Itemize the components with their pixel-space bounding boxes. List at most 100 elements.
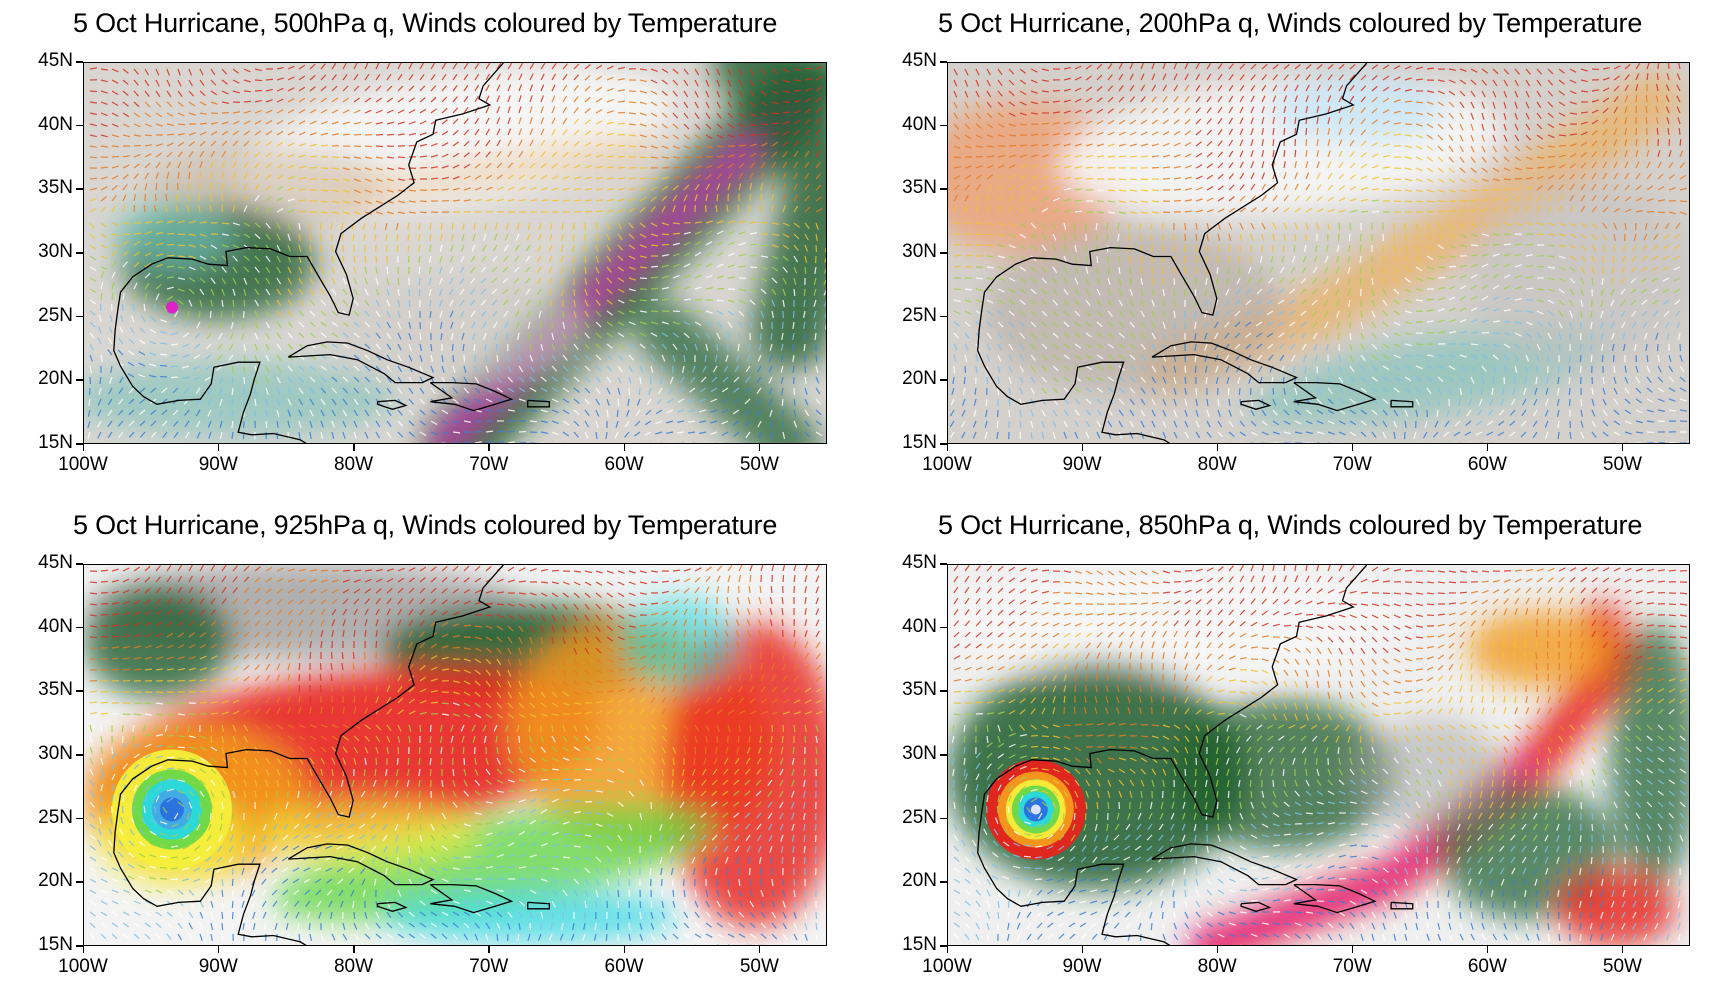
lat-tick-mark (940, 754, 947, 756)
lat-tick-mark (940, 881, 947, 883)
lat-tick-mark (76, 125, 83, 127)
lat-tick-mark (76, 316, 83, 318)
lat-tick-label: 25N (27, 807, 73, 829)
lon-tick-mark (218, 946, 220, 953)
lon-tick-label: 50W (729, 454, 789, 476)
lon-tick-label: 100W (53, 956, 113, 978)
lon-tick-mark (947, 444, 949, 451)
lon-tick-mark (1082, 946, 1084, 953)
lon-tick-label: 90W (188, 956, 248, 978)
lat-tick-label: 20N (27, 870, 73, 892)
lat-tick-label: 45N (891, 50, 937, 72)
lon-tick-label: 100W (917, 956, 977, 978)
lon-tick-mark (353, 444, 355, 451)
lon-tick-label: 50W (1592, 956, 1652, 978)
lat-tick-label: 15N (27, 934, 73, 956)
lon-tick-label: 100W (53, 454, 113, 476)
lon-tick-label: 80W (1187, 454, 1247, 476)
lon-tick-label: 90W (1052, 454, 1112, 476)
lon-tick-label: 60W (594, 454, 654, 476)
lon-tick-mark (759, 946, 761, 953)
lon-tick-mark (1487, 444, 1489, 451)
hurricane-eye (986, 759, 1086, 859)
lon-tick-mark (759, 444, 761, 451)
lat-tick-mark (940, 61, 947, 63)
lat-tick-label: 45N (891, 552, 937, 574)
panel-925hpa: 5 Oct Hurricane, 925hPa q, Winds coloure… (0, 502, 860, 1002)
lon-tick-label: 80W (324, 956, 384, 978)
lat-tick-mark (940, 379, 947, 381)
lat-tick-label: 25N (27, 305, 73, 327)
lat-tick-label: 40N (891, 616, 937, 638)
lat-tick-label: 25N (891, 807, 937, 829)
map-200hpa (947, 62, 1690, 444)
lat-tick-label: 40N (27, 616, 73, 638)
lon-tick-mark (1352, 444, 1354, 451)
lat-tick-mark (940, 188, 947, 190)
lat-tick-label: 45N (27, 50, 73, 72)
lat-tick-mark (76, 627, 83, 629)
lat-tick-mark (76, 188, 83, 190)
panel-title: 5 Oct Hurricane, 850hPa q, Winds coloure… (938, 510, 1642, 541)
lat-tick-label: 25N (891, 305, 937, 327)
panel-850hpa: 5 Oct Hurricane, 850hPa q, Winds coloure… (860, 502, 1720, 1002)
lat-tick-label: 45N (27, 552, 73, 574)
lat-tick-label: 40N (891, 114, 937, 136)
lon-tick-mark (1622, 946, 1624, 953)
lat-tick-mark (76, 690, 83, 692)
lat-tick-label: 35N (27, 177, 73, 199)
lat-tick-label: 30N (891, 743, 937, 765)
map-850hpa (947, 564, 1690, 946)
lon-tick-label: 90W (188, 454, 248, 476)
lon-tick-label: 70W (459, 454, 519, 476)
lon-tick-mark (947, 946, 949, 953)
hurricane-eye (166, 301, 178, 313)
lon-tick-mark (488, 444, 490, 451)
lat-tick-label: 30N (27, 743, 73, 765)
map-500hpa (83, 62, 827, 444)
lon-tick-label: 60W (594, 956, 654, 978)
panel-title: 5 Oct Hurricane, 200hPa q, Winds coloure… (938, 8, 1642, 39)
lat-tick-label: 20N (891, 870, 937, 892)
lat-tick-label: 30N (27, 241, 73, 263)
lon-tick-mark (1352, 946, 1354, 953)
map-925hpa (83, 564, 827, 946)
hurricane-eye (112, 749, 232, 869)
lat-tick-mark (76, 379, 83, 381)
lon-tick-mark (83, 444, 85, 451)
lon-tick-label: 80W (324, 454, 384, 476)
panel-500hpa: 5 Oct Hurricane, 500hPa q, Winds coloure… (0, 0, 860, 500)
lon-tick-label: 100W (917, 454, 977, 476)
lon-tick-label: 60W (1457, 454, 1517, 476)
lon-tick-label: 70W (459, 956, 519, 978)
lat-tick-mark (76, 61, 83, 63)
lon-tick-mark (218, 444, 220, 451)
lat-tick-label: 20N (27, 368, 73, 390)
panel-title: 5 Oct Hurricane, 925hPa q, Winds coloure… (73, 510, 777, 541)
lat-tick-mark (940, 690, 947, 692)
lon-tick-mark (83, 946, 85, 953)
lat-tick-label: 15N (891, 432, 937, 454)
lat-tick-mark (940, 252, 947, 254)
lat-tick-mark (76, 563, 83, 565)
lon-tick-label: 80W (1187, 956, 1247, 978)
lat-tick-label: 40N (27, 114, 73, 136)
panel-title: 5 Oct Hurricane, 500hPa q, Winds coloure… (73, 8, 777, 39)
lat-tick-label: 30N (891, 241, 937, 263)
lat-tick-mark (940, 316, 947, 318)
lat-tick-label: 15N (891, 934, 937, 956)
lon-tick-mark (353, 946, 355, 953)
lon-tick-label: 60W (1457, 956, 1517, 978)
lon-tick-label: 70W (1322, 956, 1382, 978)
lon-tick-mark (1622, 444, 1624, 451)
lon-tick-mark (624, 946, 626, 953)
lat-tick-mark (76, 754, 83, 756)
lat-tick-mark (76, 881, 83, 883)
lon-tick-label: 50W (729, 956, 789, 978)
lat-tick-mark (940, 627, 947, 629)
lat-tick-mark (940, 125, 947, 127)
lon-tick-label: 90W (1052, 956, 1112, 978)
lon-tick-label: 70W (1322, 454, 1382, 476)
lat-tick-label: 20N (891, 368, 937, 390)
lat-tick-label: 35N (891, 177, 937, 199)
